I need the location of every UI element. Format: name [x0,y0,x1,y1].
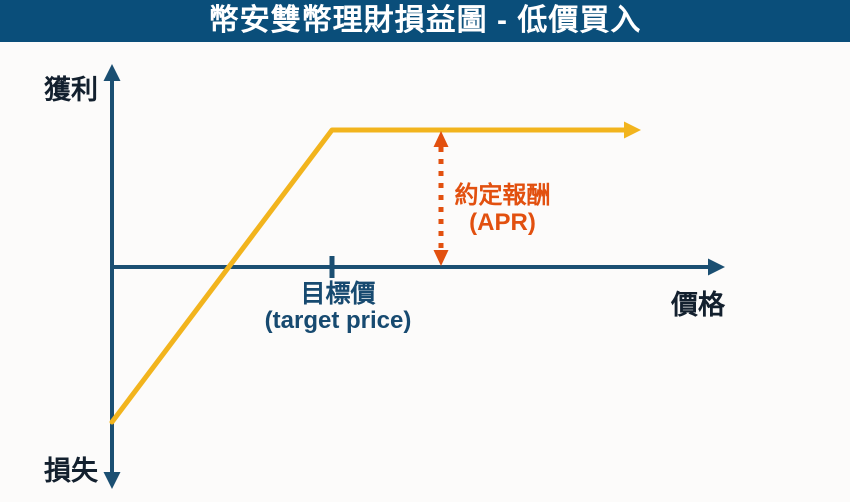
x-axis-right-arrowhead-icon [708,258,725,276]
payoff-line [109,121,641,425]
y-axis [103,64,121,489]
apr-up-arrowhead-icon [433,131,449,147]
target-price-label-zh: 目標價 [300,280,376,308]
payoff-right-arrowhead-icon [624,121,641,139]
y-axis-up-arrowhead-icon [103,64,121,81]
apr-down-arrowhead-icon [433,250,449,266]
x-axis [110,256,725,278]
payoff-polyline [109,127,631,425]
title-bar: 幣安雙幣理財損益圖 - 低價買入 [0,0,850,42]
target-price-label-en: (target price) [264,307,412,334]
target-price-label: 目標價 (target price) [238,280,438,334]
apr-label-en: (APR) [469,209,536,236]
price-axis-label: 價格 [671,290,725,320]
profit-axis-label: 獲利 [44,75,98,105]
apr-label-zh: 約定報酬 [454,182,551,209]
apr-double-arrow [433,131,449,266]
page-title: 幣安雙幣理財損益圖 - 低價買入 [208,4,642,37]
apr-label: 約定報酬 (APR) [420,182,585,236]
y-axis-down-arrowhead-icon [103,472,121,489]
loss-axis-label: 損失 [44,456,98,486]
